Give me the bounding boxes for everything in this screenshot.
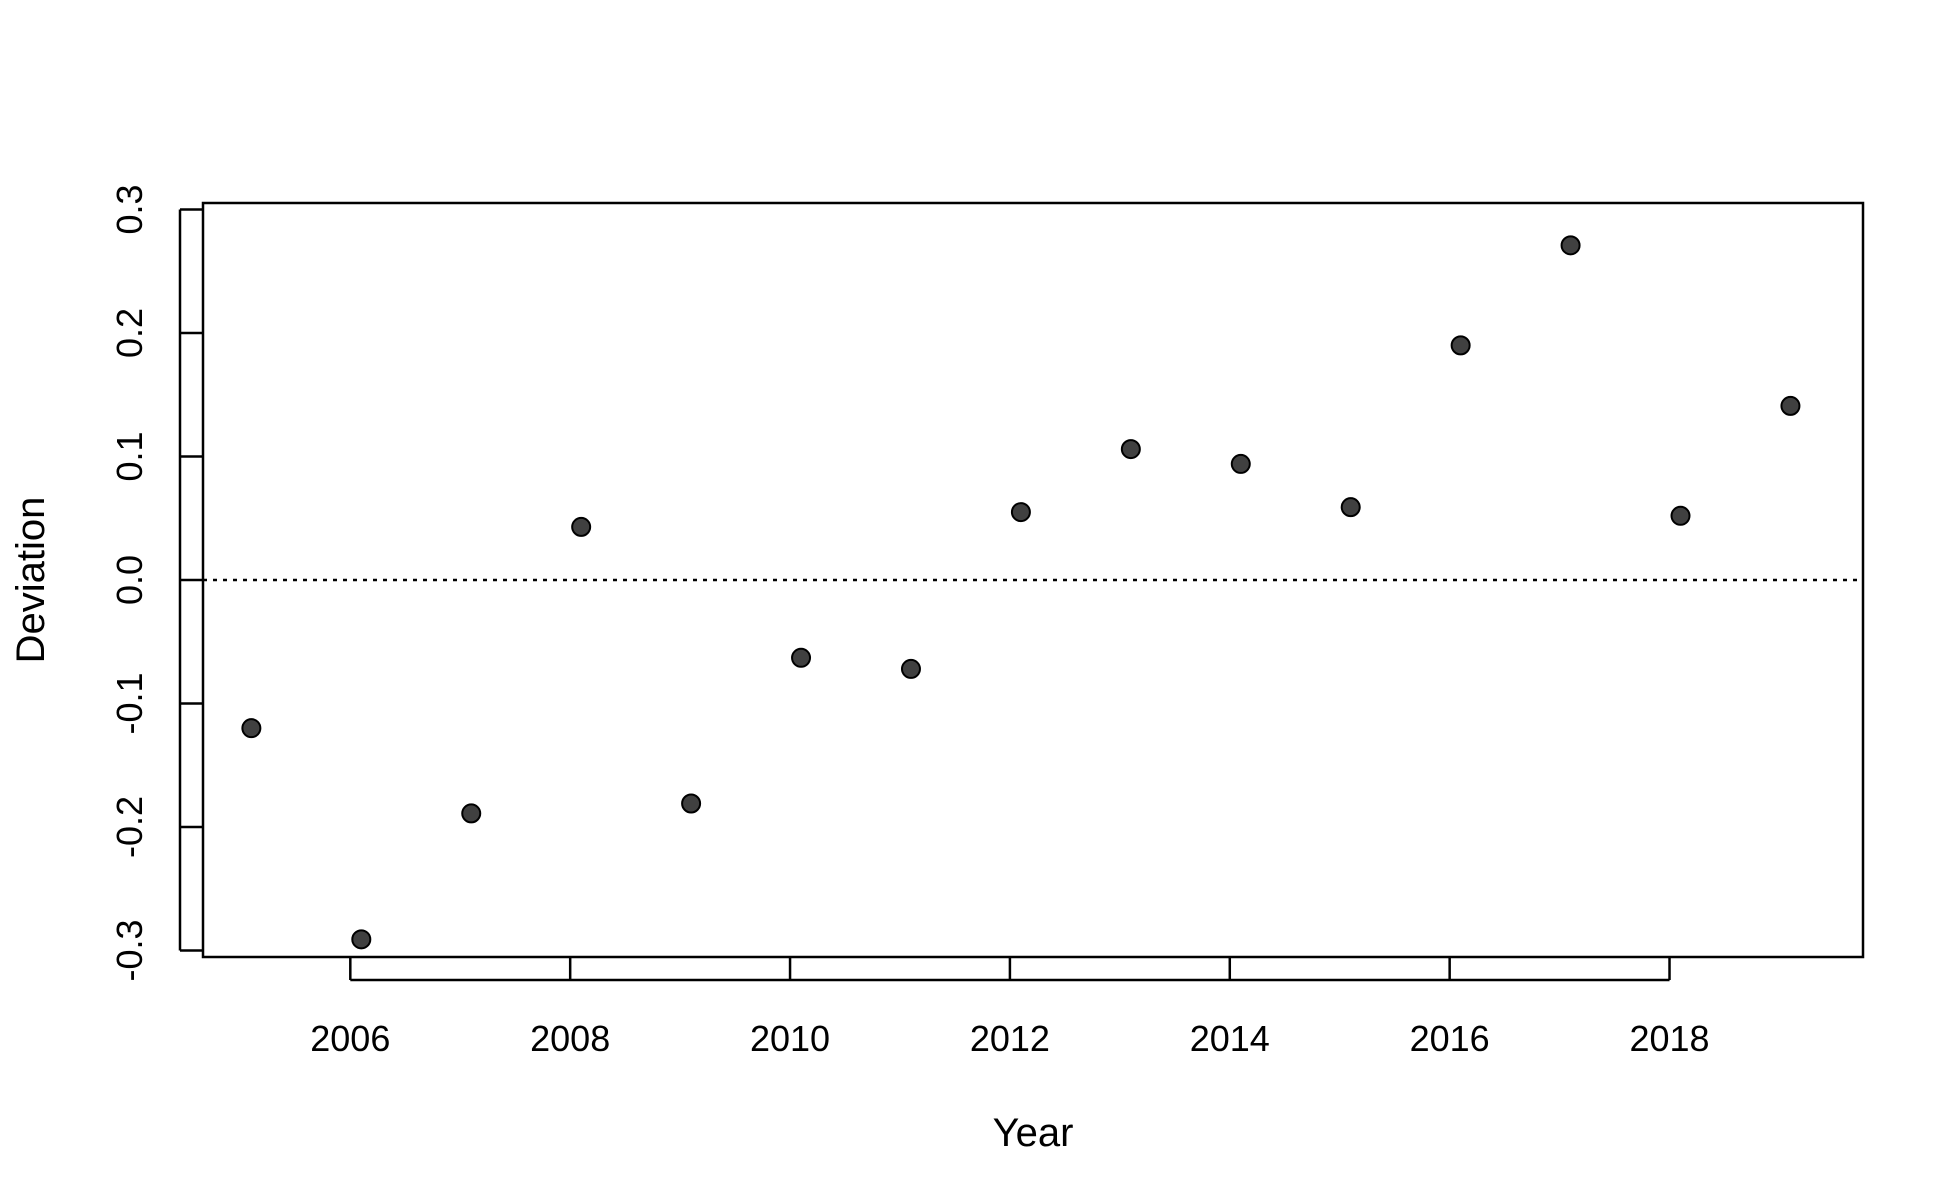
data-point bbox=[1340, 497, 1361, 518]
x-tick-label: 2006 bbox=[310, 1018, 390, 1059]
data-point bbox=[681, 793, 702, 814]
y-axis: -0.3 -0.2 -0.1 0.0 0.1 0.2 0.3 bbox=[109, 185, 203, 981]
data-points bbox=[241, 235, 1801, 950]
data-point bbox=[900, 658, 921, 679]
data-point bbox=[1010, 502, 1031, 523]
x-tick-label: 2014 bbox=[1190, 1018, 1270, 1059]
y-tick-label: -0.1 bbox=[109, 672, 150, 734]
x-axis: 2006 2008 2010 2012 2014 2016 2018 bbox=[310, 957, 1710, 1059]
x-tick-label: 2012 bbox=[970, 1018, 1050, 1059]
data-point bbox=[241, 718, 262, 739]
y-tick-label: 0.3 bbox=[109, 185, 150, 235]
data-point bbox=[461, 803, 482, 824]
y-tick-label: -0.3 bbox=[109, 919, 150, 981]
data-point bbox=[791, 647, 812, 668]
y-axis-title: Deviation bbox=[9, 497, 53, 664]
data-point bbox=[1670, 505, 1691, 526]
x-tick-label: 2010 bbox=[750, 1018, 830, 1059]
data-point bbox=[351, 929, 372, 950]
data-point bbox=[1120, 439, 1141, 460]
y-tick-label: 0.0 bbox=[109, 555, 150, 605]
y-tick-label: 0.2 bbox=[109, 308, 150, 358]
data-point bbox=[1450, 335, 1471, 356]
data-point bbox=[1560, 235, 1581, 256]
x-tick-label: 2008 bbox=[530, 1018, 610, 1059]
y-tick-label: -0.2 bbox=[109, 796, 150, 858]
data-point bbox=[1230, 453, 1251, 474]
x-axis-title: Year bbox=[993, 1111, 1074, 1155]
x-tick-label: 2018 bbox=[1629, 1018, 1709, 1059]
data-point bbox=[1780, 395, 1801, 416]
x-tick-label: 2016 bbox=[1410, 1018, 1490, 1059]
data-point bbox=[571, 516, 592, 537]
y-tick-label: 0.1 bbox=[109, 431, 150, 481]
